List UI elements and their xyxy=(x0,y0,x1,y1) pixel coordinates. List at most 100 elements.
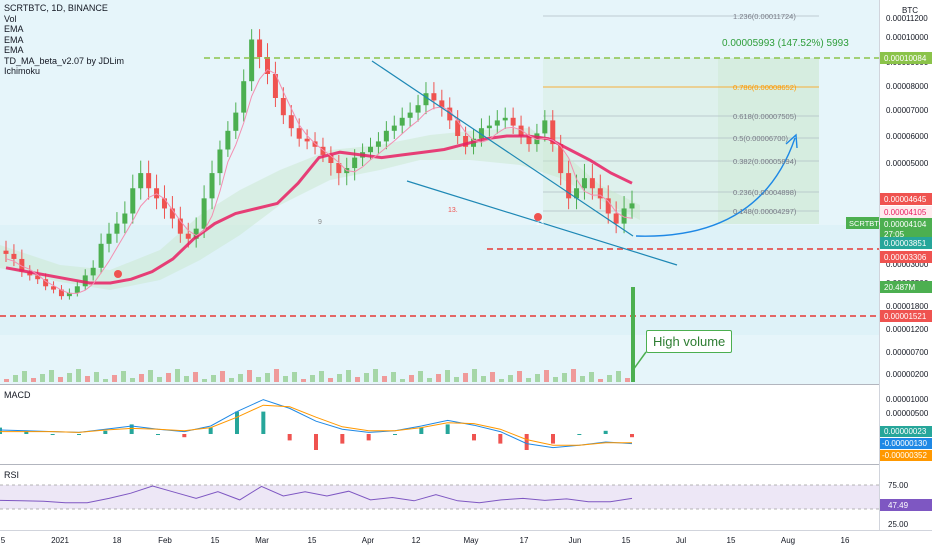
fib-label-382: 0.382(0.00005894) xyxy=(733,157,797,166)
time-tick: 2021 xyxy=(51,536,69,545)
volume-bar xyxy=(544,370,549,382)
macd-histogram-bar xyxy=(366,434,371,441)
volume-bar xyxy=(319,371,324,382)
wedge-upper-line xyxy=(371,60,634,237)
tag-support: 0.00003306 xyxy=(884,253,927,262)
tag-macd-2-bg xyxy=(880,438,932,449)
macd-tick-1: 0.00001000 xyxy=(886,395,929,404)
rsi-tick-75: 75.00 xyxy=(888,481,909,490)
volume-bar xyxy=(274,369,279,382)
macd-histogram-bar xyxy=(103,430,108,434)
volume-bar xyxy=(373,369,378,382)
volume-bar xyxy=(238,374,243,382)
candle-body xyxy=(613,213,619,224)
candle-body xyxy=(288,115,294,129)
tag-volume-bg xyxy=(880,281,932,293)
volume-bar xyxy=(418,371,423,382)
volume-bar xyxy=(112,375,117,382)
fib-label-148: 0.148(0.00004297) xyxy=(733,207,797,216)
candles xyxy=(3,29,635,300)
high-volume-annotation[interactable]: High volume xyxy=(646,330,733,353)
candle-body xyxy=(43,279,49,287)
volume-bar xyxy=(283,376,288,382)
volume-bar xyxy=(337,374,342,382)
candle-body xyxy=(249,39,255,82)
volume-bar xyxy=(589,372,594,382)
candle-body xyxy=(280,98,286,116)
price-tags: 0.00010084 0.00004645 0.00004105 SCRTBTC… xyxy=(846,52,932,511)
legend-item-ema3[interactable]: EMA xyxy=(4,45,24,55)
candle-body xyxy=(304,138,310,142)
td-marker-2 xyxy=(114,270,122,278)
tag-countdown: 27:05 xyxy=(884,230,905,239)
candle-body xyxy=(621,208,627,224)
candle-body xyxy=(542,120,548,134)
candle-body xyxy=(106,233,112,244)
macd-histogram-bar xyxy=(630,434,634,438)
time-tick: 17 xyxy=(520,536,529,545)
high-volume-pointer xyxy=(632,351,647,371)
rsi-title: RSI xyxy=(4,470,20,480)
candle-body xyxy=(574,188,580,199)
time-tick: Mar xyxy=(255,536,269,545)
candle-body xyxy=(431,93,437,101)
price-tick: 0.00010000 xyxy=(886,33,929,42)
volume-bar xyxy=(391,372,396,382)
td-marker-1 xyxy=(534,213,542,221)
volume-bar xyxy=(499,379,504,382)
fib-layer xyxy=(543,15,819,212)
tag-ema3: 0.00003851 xyxy=(884,239,927,248)
time-tick: 16 xyxy=(841,536,850,545)
fib-labels: 1.236(0.00011724) 0.786(0.00008652) 0.61… xyxy=(733,12,797,216)
volume-bar xyxy=(553,377,558,382)
candle-body xyxy=(320,146,326,155)
tag-target: 0.00010084 xyxy=(884,54,927,63)
candle-body xyxy=(138,173,144,189)
volume-bar xyxy=(364,373,369,382)
macd-histogram-bar xyxy=(551,434,555,444)
candle-body xyxy=(550,120,556,145)
legend-item-ichimoku[interactable]: Ichimoku xyxy=(4,66,41,76)
candle-body xyxy=(114,223,120,234)
volume-bars xyxy=(4,287,635,382)
time-tick: 12 xyxy=(412,536,421,545)
wedge-lower-line xyxy=(406,180,678,266)
projection-arrow xyxy=(635,137,796,237)
volume-bar xyxy=(184,376,189,382)
tag-target-bg xyxy=(880,52,932,64)
macd-histogram-bar xyxy=(0,427,2,434)
volume-bar xyxy=(58,377,63,382)
volume-bar xyxy=(67,373,72,382)
legend-item-td[interactable]: TD_MA_beta_v2.07 by JDLim xyxy=(4,55,125,66)
volume-bar xyxy=(436,374,441,382)
volume-bar xyxy=(427,378,432,382)
legend-item-ema2[interactable]: EMA xyxy=(4,34,24,45)
volume-bar xyxy=(310,375,315,382)
volume-bar xyxy=(130,378,135,382)
time-tick: Apr xyxy=(362,536,375,545)
volume-bar xyxy=(625,378,630,382)
price-tick: 0.00006000 xyxy=(886,132,929,141)
volume-bar xyxy=(220,371,225,382)
td-label-13a: 13. xyxy=(448,207,458,214)
price-tick: 0.00008000 xyxy=(886,82,929,91)
candle-body xyxy=(518,125,524,136)
candle-body xyxy=(130,188,136,214)
candle-body xyxy=(605,198,611,214)
tag-macd-2: -0.00000130 xyxy=(882,439,927,448)
candle-body xyxy=(399,117,405,126)
legend-item-vol[interactable]: Vol xyxy=(4,13,17,24)
volume-bar xyxy=(508,375,513,382)
candle-body xyxy=(35,275,41,280)
macd-histogram-bar xyxy=(445,424,450,434)
ema-slow-line xyxy=(5,134,633,285)
legend-title: SCRTBTC, 1D, BINANCE xyxy=(4,3,108,13)
legend-item-ema1[interactable]: EMA xyxy=(4,24,24,34)
tag-volume: 20.487M xyxy=(884,283,915,292)
candle-body xyxy=(558,144,564,174)
volume-bar xyxy=(202,379,207,382)
macd-title: MACD xyxy=(4,390,31,400)
volume-bar xyxy=(481,376,486,382)
volume-bar xyxy=(166,373,171,382)
macd-histogram-bar xyxy=(77,434,81,435)
